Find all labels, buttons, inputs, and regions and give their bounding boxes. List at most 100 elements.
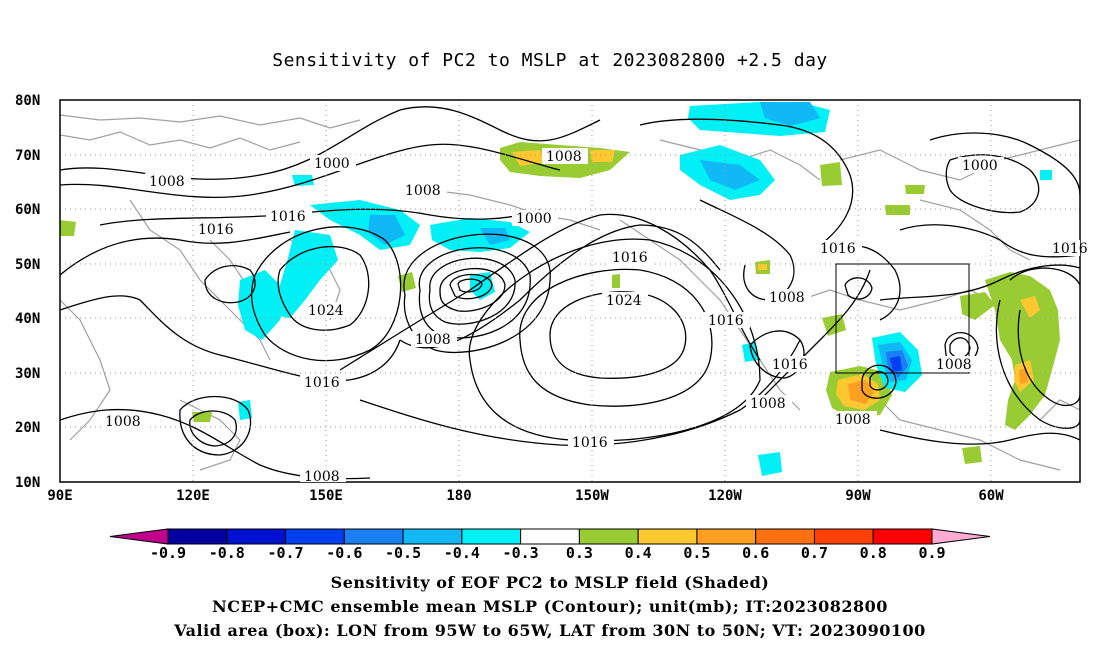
lat-label: 40N [15, 311, 40, 327]
contour-label: 1016 [820, 241, 856, 257]
lon-label: 150W [575, 488, 609, 504]
colorbar-tick-label: -0.6 [326, 544, 362, 562]
shade-patch [758, 264, 767, 270]
shade-patch [758, 452, 782, 476]
colorbar-tick-label: -0.5 [385, 544, 421, 562]
colorbar-swatch [696, 528, 757, 545]
colorbar-swatch [402, 528, 463, 545]
contour-label: 1008 [769, 290, 805, 306]
shade-patch [512, 150, 545, 166]
shade-patch [272, 230, 338, 318]
shade-patch [238, 270, 285, 340]
footer-line-1: Sensitivity of EOF PC2 to MSLP field (Sh… [330, 573, 770, 592]
colorbar-tick-label: 0.3 [566, 544, 593, 562]
lon-label: 150E [309, 488, 343, 504]
shade-patch [985, 272, 1060, 430]
latitude-labels: 80N 70N 60N 50N 40N 30N 20N 10N [15, 93, 40, 491]
lat-label: 50N [15, 257, 40, 273]
shade-patch [192, 412, 212, 422]
contour-label: 1008 [415, 332, 451, 348]
lat-label: 20N [15, 420, 40, 436]
colorbar-swatch [520, 528, 580, 545]
lon-label: 60W [978, 488, 1004, 504]
lat-label: 80N [15, 93, 40, 109]
contour-label: 1016 [304, 375, 340, 391]
shade-patch [1019, 368, 1028, 384]
shade-patch [760, 102, 820, 126]
contour-label: 1008 [546, 149, 582, 165]
contour-label: 1008 [105, 414, 141, 430]
colorbar-swatch [755, 528, 815, 545]
longitude-labels: 90E 120E 150E 180 150W 120W 90W 60W [47, 488, 1004, 504]
contour-label: 1008 [304, 469, 340, 485]
colorbar-swatch [167, 528, 228, 545]
colorbar: -0.9 -0.8 -0.7 -0.6 -0.5 -0.4 -0.3 0.3 0.4 0.5 0.6… [109, 528, 991, 562]
shade-patch [890, 356, 902, 372]
lat-label: 70N [15, 148, 40, 164]
contour-label: 1008 [835, 412, 871, 428]
colorbar-tick-label: -0.9 [150, 544, 186, 562]
contour-label: 1000 [962, 158, 998, 174]
shade-patch [292, 175, 314, 186]
colorbar-swatch [637, 528, 698, 545]
plot-frame [59, 99, 1081, 483]
contour-label: 1024 [308, 303, 344, 319]
colorbar-right-arrow [931, 528, 991, 545]
contour-label: 1016 [772, 357, 808, 373]
shade-patch [905, 185, 925, 194]
shade-patch [820, 162, 842, 186]
shade-patch [430, 218, 530, 252]
contour-label: 1016 [198, 222, 234, 238]
colorbar-tick-label: 0.4 [625, 544, 652, 562]
colorbar-tick-label: 0.8 [860, 544, 887, 562]
contour-label: 1008 [936, 357, 972, 373]
colorbar-tick-label: -0.4 [444, 544, 480, 562]
shade-patch [700, 160, 760, 190]
colorbar-swatch [578, 528, 639, 545]
colorbar-tick-label: -0.7 [267, 544, 303, 562]
colorbar-tick-label: 0.9 [918, 544, 945, 562]
colorbar-tick-label: -0.8 [209, 544, 245, 562]
contour-label: 1024 [606, 293, 642, 309]
shade-patch [848, 380, 874, 404]
shade-patch [1040, 170, 1052, 180]
contour-label: 1000 [516, 211, 552, 227]
gridlines [60, 100, 1080, 482]
shade-patch [368, 215, 405, 245]
colorbar-left-arrow [109, 528, 169, 545]
lat-label: 60N [15, 202, 40, 218]
shade-patch [1020, 296, 1040, 318]
lon-label: 90E [47, 488, 72, 504]
shade-patch [60, 220, 76, 236]
shade-patch [962, 446, 982, 464]
contour-label: 1008 [405, 183, 441, 199]
footer-line-2: NCEP+CMC ensemble mean MSLP (Contour); u… [212, 597, 888, 616]
lat-label: 30N [15, 366, 40, 382]
contour-labels: 1000 1008 1000 1008 1008 1016 1000 1016 … [101, 148, 1088, 485]
contour-label: 1016 [270, 209, 306, 225]
shade-patch [398, 272, 416, 292]
lat-label: 10N [15, 475, 40, 491]
chart-title: Sensitivity of PC2 to MSLP at 2023082800… [272, 50, 828, 71]
contour-label: 1008 [149, 174, 185, 190]
contour-label: 1016 [612, 250, 648, 266]
lon-label: 90W [845, 488, 871, 504]
shade-patch [590, 150, 615, 162]
contour-label: 1000 [314, 156, 350, 172]
shade-patch [885, 205, 910, 215]
colorbar-swatch [285, 528, 345, 545]
lon-label: 120E [176, 488, 210, 504]
lon-label: 120W [708, 488, 742, 504]
lon-label: 180 [446, 488, 471, 504]
shade-patch [960, 292, 995, 320]
shade-patch [238, 400, 252, 420]
shade-patch [612, 274, 620, 288]
contour-label: 1016 [708, 313, 744, 329]
colorbar-tick-label: 0.6 [742, 544, 769, 562]
colorbar-tick-label: 0.7 [801, 544, 828, 562]
colorbar-swatch [813, 528, 874, 545]
shade-patch [742, 342, 758, 362]
colorbar-swatch [226, 528, 287, 545]
colorbar-swatch [461, 528, 522, 545]
